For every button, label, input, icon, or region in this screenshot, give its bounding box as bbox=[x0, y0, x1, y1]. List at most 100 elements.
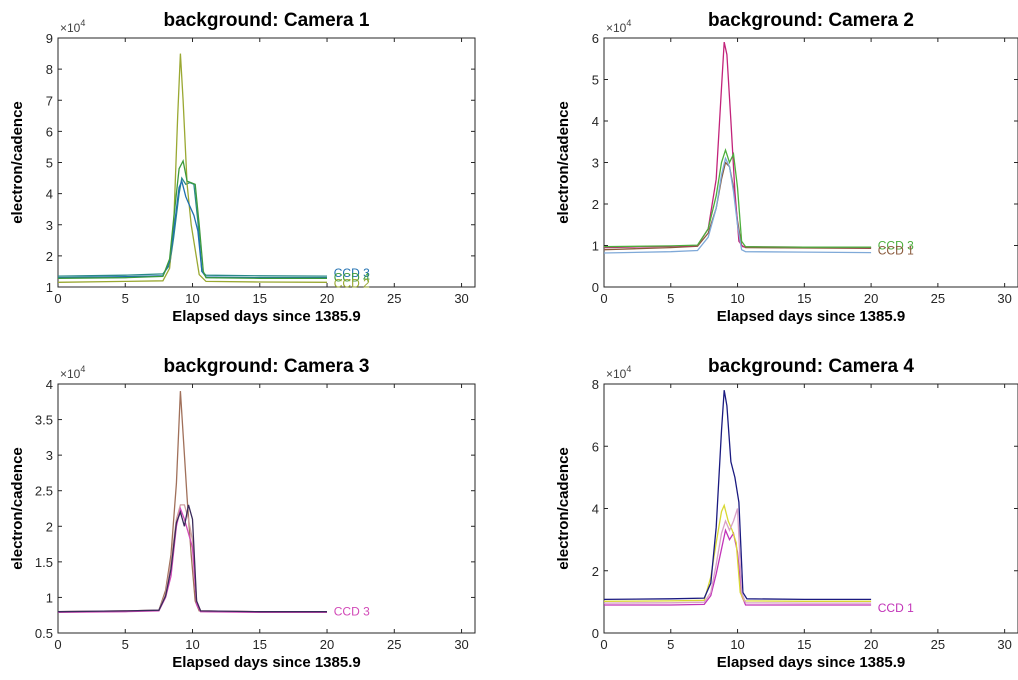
x-tick-label: 20 bbox=[320, 637, 334, 652]
axes-box bbox=[603, 37, 1018, 288]
y-tick-label: 3.5 bbox=[35, 413, 53, 428]
x-tick-label: 0 bbox=[600, 291, 607, 306]
y-tick-label: 8 bbox=[592, 377, 599, 392]
y-axis-label: electron/cadence bbox=[555, 101, 572, 224]
y-tick-label: 1 bbox=[46, 590, 53, 605]
x-axis-label: Elapsed days since 1385.9 bbox=[717, 654, 905, 671]
series-line-ccd-1 bbox=[57, 176, 328, 277]
y-tick-label: 4 bbox=[592, 502, 599, 517]
y-tick-label: 4 bbox=[592, 114, 599, 129]
subplot-title: background: Camera 3 bbox=[164, 356, 370, 377]
series-end-label: CCD 3 bbox=[334, 266, 370, 280]
x-tick-label: 0 bbox=[54, 291, 61, 306]
series-line-ccd-1 bbox=[603, 161, 872, 251]
y-tick-label: 9 bbox=[46, 31, 53, 46]
x-axis-label: Elapsed days since 1385.9 bbox=[172, 308, 360, 325]
y-tick-label: 4 bbox=[46, 187, 53, 202]
x-tick-label: 0 bbox=[54, 637, 61, 652]
y-tick-label: 4 bbox=[46, 377, 53, 392]
x-tick-label: 10 bbox=[185, 637, 199, 652]
y-tick-label: 1.5 bbox=[35, 555, 53, 570]
axis-multiplier-exponent: 4 bbox=[80, 364, 85, 374]
x-tick-label: 25 bbox=[387, 637, 401, 652]
series-line-ccd-2 bbox=[603, 41, 872, 249]
series-end-label: CCD 1 bbox=[878, 601, 914, 615]
x-tick-label: 10 bbox=[185, 291, 199, 306]
x-tick-label: 15 bbox=[253, 291, 267, 306]
axes-box bbox=[57, 383, 476, 634]
x-tick-label: 25 bbox=[387, 291, 401, 306]
x-axis-label: Elapsed days since 1385.9 bbox=[172, 654, 360, 671]
x-tick-label: 10 bbox=[730, 637, 744, 652]
axis-multiplier: ×104 bbox=[60, 18, 85, 35]
series-end-label: CCD 3 bbox=[334, 605, 370, 619]
y-tick-label: 6 bbox=[592, 31, 599, 46]
x-axis-label: Elapsed days since 1385.9 bbox=[717, 308, 905, 325]
series-end-label: CCD 4 bbox=[334, 271, 370, 285]
x-tick-label: 25 bbox=[931, 291, 945, 306]
x-tick-label: 0 bbox=[600, 637, 607, 652]
axis-multiplier-exponent: 4 bbox=[626, 364, 631, 374]
series-line-ccd-1 bbox=[57, 391, 327, 613]
y-tick-label: 3 bbox=[46, 448, 53, 463]
axes-box bbox=[57, 37, 476, 288]
x-tick-label: 15 bbox=[797, 291, 811, 306]
subplot-title: background: Camera 1 bbox=[164, 10, 370, 31]
series-end-label: CCD 1 bbox=[878, 243, 914, 257]
x-tick-label: 5 bbox=[667, 637, 674, 652]
axis-multiplier-exponent: 4 bbox=[626, 18, 631, 28]
y-tick-label: 5 bbox=[46, 156, 53, 171]
y-tick-label: 2 bbox=[592, 197, 599, 212]
axis-multiplier-base: ×10 bbox=[60, 367, 81, 381]
series-line-ccd-3 bbox=[603, 156, 872, 254]
y-tick-label: 0 bbox=[592, 280, 599, 295]
x-tick-label: 20 bbox=[320, 291, 334, 306]
series-line-ccd-4 bbox=[57, 158, 327, 279]
y-tick-label: 6 bbox=[592, 439, 599, 454]
y-tick-label: 3 bbox=[592, 156, 599, 171]
subplot-title: background: Camera 2 bbox=[708, 10, 914, 31]
y-tick-label: 2 bbox=[592, 564, 599, 579]
x-tick-label: 20 bbox=[864, 637, 878, 652]
y-tick-label: 6 bbox=[46, 124, 53, 139]
y-tick-label: 0 bbox=[592, 626, 599, 641]
y-tick-label: 2 bbox=[46, 249, 53, 264]
y-tick-label: 5 bbox=[592, 73, 599, 88]
axis-multiplier-base: ×10 bbox=[60, 21, 81, 35]
y-tick-label: 1 bbox=[592, 239, 599, 254]
axis-multiplier: ×104 bbox=[60, 364, 85, 381]
series-line-ccd-3 bbox=[603, 390, 872, 601]
x-tick-label: 30 bbox=[454, 637, 468, 652]
y-tick-label: 1 bbox=[46, 280, 53, 295]
y-tick-label: 7 bbox=[46, 93, 53, 108]
y-axis-label: electron/cadence bbox=[9, 101, 26, 224]
x-tick-label: 5 bbox=[667, 291, 674, 306]
axes-box bbox=[603, 383, 1018, 634]
y-tick-label: 2.5 bbox=[35, 484, 53, 499]
x-tick-label: 5 bbox=[122, 637, 129, 652]
series-line-ccd-4 bbox=[57, 504, 327, 613]
x-tick-label: 20 bbox=[864, 291, 878, 306]
y-axis-label: electron/cadence bbox=[555, 447, 572, 570]
axis-multiplier-base: ×10 bbox=[606, 21, 627, 35]
axis-multiplier: ×104 bbox=[606, 18, 631, 35]
axis-multiplier-base: ×10 bbox=[606, 367, 627, 381]
axis-multiplier-exponent: 4 bbox=[80, 18, 85, 28]
series-line-ccd-4 bbox=[603, 147, 872, 248]
y-tick-label: 2 bbox=[46, 519, 53, 534]
x-tick-label: 10 bbox=[730, 291, 744, 306]
subplot-title: background: Camera 4 bbox=[708, 356, 914, 377]
series-line-ccd-2 bbox=[57, 53, 328, 283]
x-tick-label: 15 bbox=[797, 637, 811, 652]
x-tick-label: 25 bbox=[931, 637, 945, 652]
y-tick-label: 3 bbox=[46, 218, 53, 233]
x-tick-label: 30 bbox=[454, 291, 468, 306]
x-tick-label: 5 bbox=[122, 291, 129, 306]
series-end-label: CCD 3 bbox=[878, 239, 914, 253]
y-tick-label: 8 bbox=[46, 62, 53, 77]
x-tick-label: 30 bbox=[997, 291, 1011, 306]
